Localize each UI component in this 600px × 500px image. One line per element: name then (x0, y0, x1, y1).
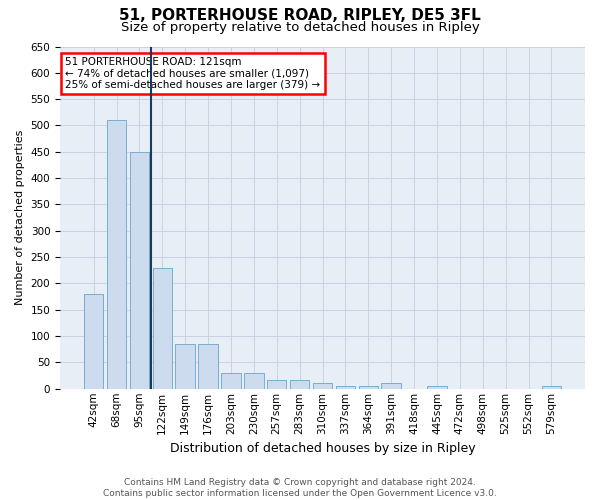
Bar (175, 344, 195, 389)
Bar (267, 380, 286, 389)
Bar (152, 268, 172, 389)
Bar (221, 373, 241, 389)
Y-axis label: Number of detached properties: Number of detached properties (15, 130, 25, 306)
Text: Contains HM Land Registry data © Crown copyright and database right 2024.
Contai: Contains HM Land Registry data © Crown c… (103, 478, 497, 498)
Bar (290, 380, 310, 389)
Bar (542, 386, 561, 389)
Text: 51 PORTERHOUSE ROAD: 121sqm
← 74% of detached houses are smaller (1,097)
25% of : 51 PORTERHOUSE ROAD: 121sqm ← 74% of det… (65, 57, 320, 90)
Bar (244, 373, 263, 389)
Bar (359, 386, 378, 389)
Bar (130, 152, 149, 389)
Bar (107, 120, 126, 389)
Text: 51, PORTERHOUSE ROAD, RIPLEY, DE5 3FL: 51, PORTERHOUSE ROAD, RIPLEY, DE5 3FL (119, 8, 481, 22)
Text: Size of property relative to detached houses in Ripley: Size of property relative to detached ho… (121, 21, 479, 34)
X-axis label: Distribution of detached houses by size in Ripley: Distribution of detached houses by size … (170, 442, 475, 455)
Bar (335, 386, 355, 389)
Bar (313, 384, 332, 389)
Bar (199, 344, 218, 389)
Bar (382, 384, 401, 389)
Bar (84, 294, 103, 389)
Bar (427, 386, 446, 389)
